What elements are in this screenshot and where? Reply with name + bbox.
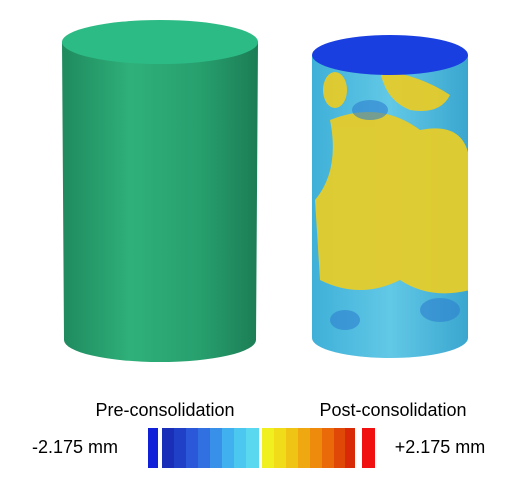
post-cylinder — [312, 35, 468, 358]
panel-label: Pre-consolidation — [95, 400, 234, 420]
colorbar — [148, 428, 375, 468]
pre-cylinder — [62, 20, 258, 362]
colorbar-min-label: -2.175 mm — [32, 437, 118, 457]
panel-label: Post-consolidation — [319, 400, 466, 420]
colorbar-max-label: +2.175 mm — [395, 437, 486, 457]
